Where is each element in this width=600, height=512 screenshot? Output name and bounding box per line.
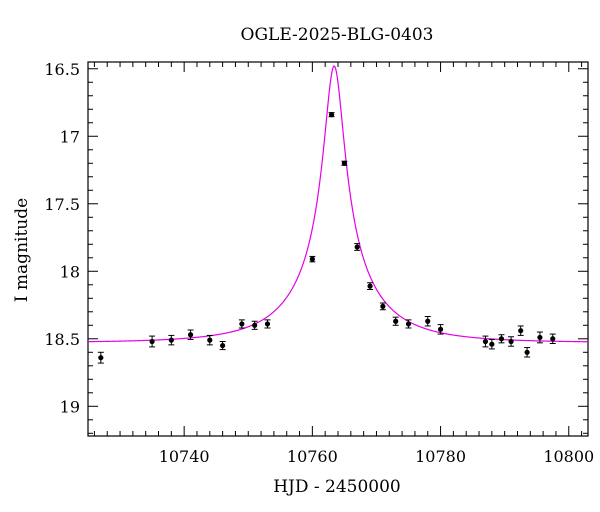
y-tick-label: 16.5 [44, 60, 80, 79]
data-point [425, 318, 431, 324]
data-point [149, 338, 155, 345]
y-tick-label: 17 [60, 127, 80, 146]
data-point [354, 244, 360, 250]
data-point [239, 321, 245, 327]
data-point [498, 336, 505, 342]
data-points [97, 112, 556, 364]
data-point [168, 337, 174, 343]
y-axis-ticks [88, 68, 588, 434]
data-point [220, 342, 226, 349]
data-point [380, 303, 386, 309]
data-point [252, 322, 258, 328]
data-point [328, 112, 335, 118]
data-point [207, 337, 213, 343]
y-axis-tick-labels: 16.5 17 17.5 18 18.5 19 [44, 60, 80, 417]
x-axis-ticks [93, 62, 583, 436]
x-axis-label: HJD - 2450000 [273, 477, 401, 497]
data-point [518, 328, 524, 334]
data-point [550, 336, 556, 342]
x-tick-label: 10800 [543, 447, 594, 466]
data-point [98, 355, 104, 361]
y-axis-label: I magnitude [12, 198, 32, 302]
y-tick-label: 17.5 [44, 195, 80, 214]
plot-frame [87, 61, 589, 437]
x-tick-label: 10740 [159, 447, 210, 466]
x-axis-tick-labels: 10740 10760 10780 10800 [159, 447, 595, 466]
data-point [437, 326, 444, 332]
chart-title: OGLE-2025-BLG-0403 [241, 25, 434, 45]
y-tick-label: 18.5 [44, 330, 80, 349]
y-tick-label: 19 [60, 397, 80, 416]
data-point [264, 321, 271, 327]
data-point [309, 256, 315, 262]
data-point [537, 334, 543, 341]
plot-area-border [87, 61, 589, 437]
data-point [524, 349, 530, 355]
data-point [341, 160, 348, 166]
data-point [405, 321, 412, 327]
y-tick-label: 18 [60, 262, 80, 281]
x-tick-label: 10760 [287, 447, 338, 466]
model-curve [88, 65, 588, 343]
data-point [187, 332, 194, 338]
data-point [367, 283, 373, 289]
x-tick-label: 10780 [415, 447, 466, 466]
data-point [489, 341, 495, 347]
data-point [508, 338, 514, 345]
data-point [482, 338, 489, 345]
data-point [393, 318, 399, 324]
